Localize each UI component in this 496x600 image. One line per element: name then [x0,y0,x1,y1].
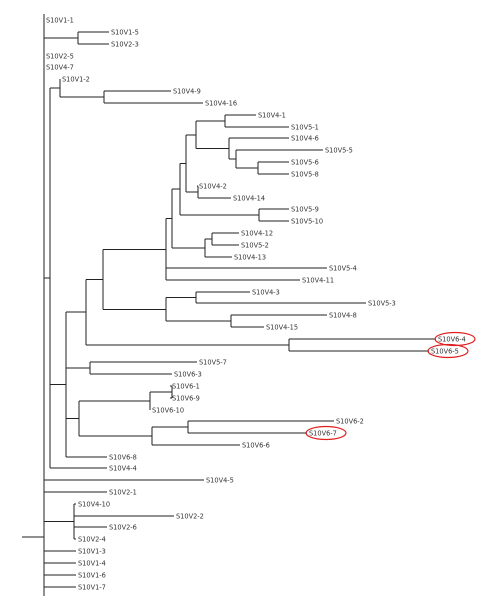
tree-leaves: S10V1-1 S10V1-5 S10V2-3 S10V2-5 S10V4-7 S10V1… [46,16,466,591]
leaf-label: S10V1-3 [78,547,106,555]
leaf-label: S10V6-5 [431,347,459,355]
leaf-label: S10V4-11 [302,276,334,284]
leaf-label: S10V1-7 [78,583,106,591]
leaf-label: S10V4-1 [258,111,286,119]
leaf-label: S10V5-5 [325,146,353,154]
leaf-label: S10V4-12 [241,229,273,237]
leaf-label: S10V4-13 [234,253,266,261]
leaf-label: S10V6-8 [109,453,137,461]
leaf-label: S10V5-3 [368,299,396,307]
leaf-label: S10V4-8 [329,311,357,319]
leaf-label: S10V4-3 [252,288,280,296]
leaf-label: S10V1-6 [78,571,106,579]
leaf-label: S10V5-9 [291,205,319,213]
leaf-label: S10V1-2 [62,75,90,83]
leaf-label: S10V2-5 [46,52,74,60]
leaf-label: S10V2-1 [109,488,137,496]
leaf-label: S10V1-4 [78,559,106,567]
highlight-ellipse [305,425,347,441]
leaf-label: S10V6-2 [336,417,364,425]
leaf-label: S10V2-2 [176,512,204,520]
leaf-label: S10V5-4 [329,264,357,272]
leaf-label: S10V6-6 [242,441,270,449]
leaf-label: S10V6-7 [309,429,337,437]
leaf-label: S10V4-14 [233,194,265,202]
leaf-label: S10V6-10 [152,406,184,414]
leaf-label: S10V5-2 [241,241,269,249]
highlight-ellipse [434,331,476,347]
highlight-ellipse [427,343,469,359]
leaf-label: S10V4-7 [46,63,74,71]
leaf-label: S10V4-16 [205,99,237,107]
leaf-label: S10V4-6 [291,134,319,142]
leaf-label: S10V5-8 [291,170,319,178]
leaf-label: S10V6-4 [438,335,466,343]
leaf-label: S10V5-6 [291,158,319,166]
leaf-label: S10V6-9 [172,394,200,402]
leaf-label: S10V6-3 [174,370,202,378]
leaf-label: S10V2-6 [109,523,137,531]
leaf-label: S10V4-10 [78,500,110,508]
leaf-label: S10V5-7 [199,358,227,366]
leaf-label: S10V4-2 [199,182,227,190]
leaf-label: S10V4-5 [206,476,234,484]
leaf-label: S10V2-3 [111,40,139,48]
leaf-label: S10V2-4 [78,535,106,543]
highlight-ellipses [305,331,476,441]
leaf-label: S10V5-1 [291,123,319,131]
leaf-label: S10V4-4 [109,464,137,472]
leaf-label: S10V1-1 [46,16,74,24]
leaf-label: S10V5-10 [291,217,323,225]
leaf-label: S10V1-5 [111,28,139,36]
tree-branches [22,14,436,596]
leaf-label: S10V4-15 [266,323,298,331]
leaf-label: S10V6-1 [172,382,200,390]
leaf-label: S10V4-9 [173,87,201,95]
